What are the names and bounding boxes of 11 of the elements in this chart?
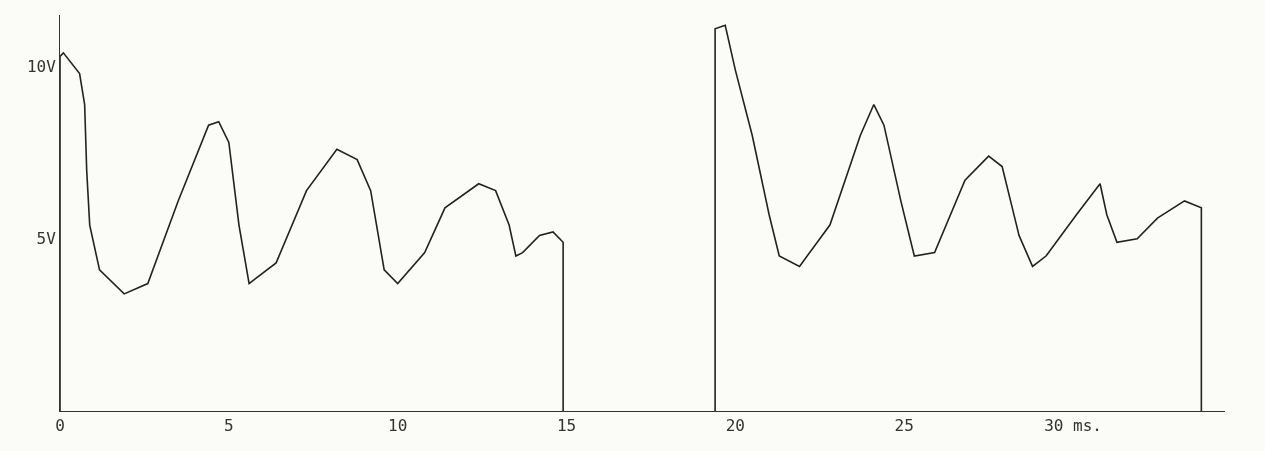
x-tick-label: 30 ms. xyxy=(1044,416,1102,436)
y-tick-label: 5V xyxy=(36,229,57,249)
x-tick-label: 15 xyxy=(556,416,577,436)
x-tick-label: 20 xyxy=(725,416,745,436)
x-tick-label: 0 xyxy=(55,416,65,436)
x-tick-label: 25 xyxy=(894,416,914,436)
y-tick-label: 10V xyxy=(26,57,57,77)
x-tick-label: 10 xyxy=(388,416,408,436)
line-series xyxy=(60,52,564,411)
x-tick-label: 5 xyxy=(224,416,234,436)
line-series xyxy=(714,24,1203,411)
